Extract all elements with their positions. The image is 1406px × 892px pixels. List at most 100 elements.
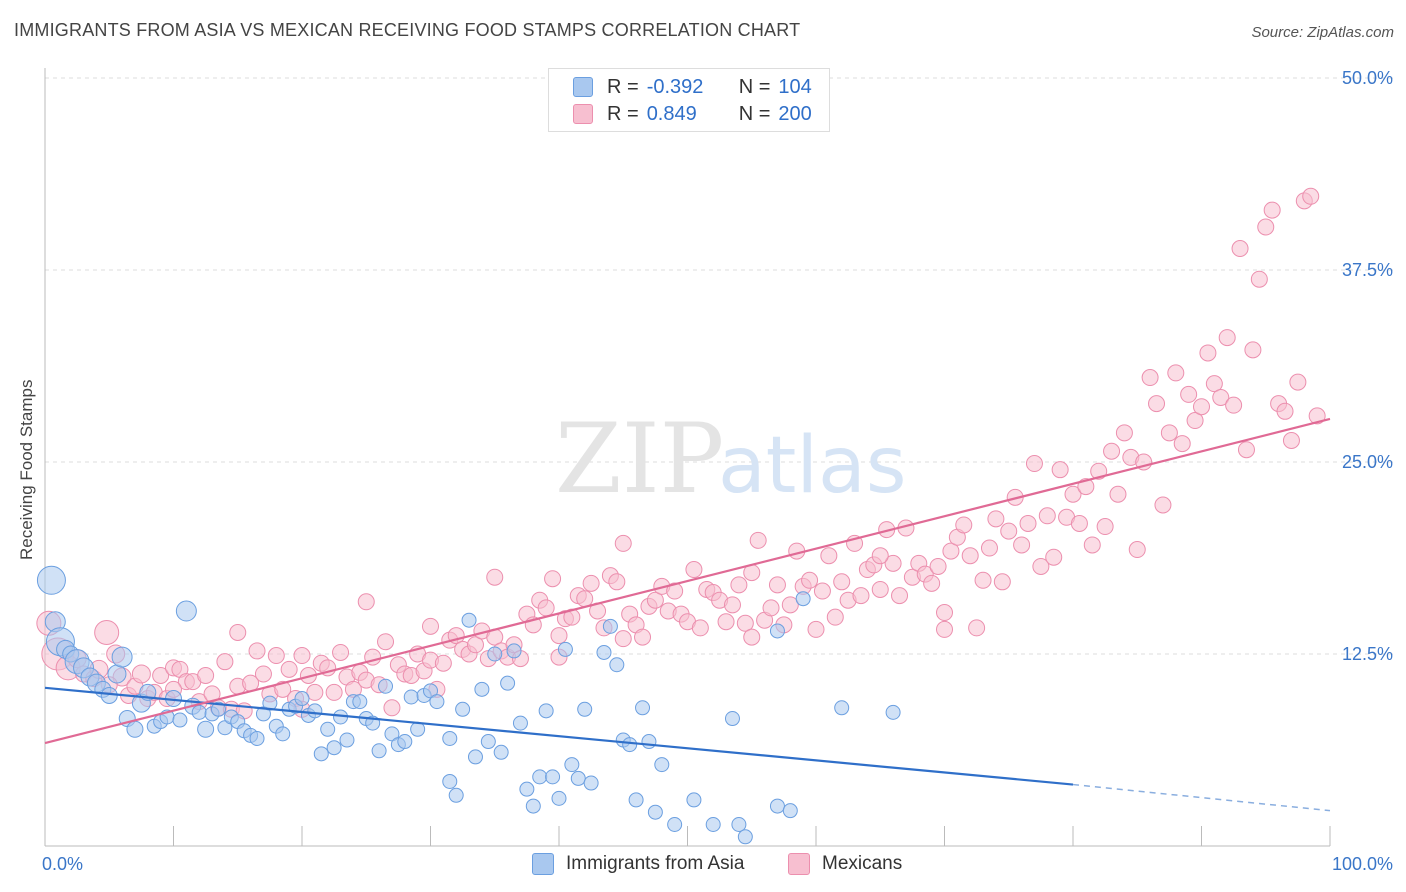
asia-point-76 <box>525 798 541 814</box>
bottom-legend-label-asia: Immigrants from Asia <box>566 853 745 874</box>
asia-point-47 <box>339 732 355 748</box>
asia-point-33 <box>249 730 265 746</box>
mexicans-point-113 <box>781 596 799 614</box>
mexicans-point-186 <box>1250 270 1268 288</box>
mexicans-point-163 <box>1103 442 1121 460</box>
mexicans-point-151 <box>1025 455 1043 473</box>
asia-point-24 <box>191 704 207 720</box>
asia-point-70 <box>487 646 503 662</box>
legend-r-value-mexicans: 0.849 <box>646 102 697 125</box>
asia-point-100 <box>731 816 747 832</box>
asia-point-52 <box>371 743 387 759</box>
mexicans-point-141 <box>961 547 979 565</box>
mexicans-point-118 <box>813 582 831 600</box>
y-tick-label-2: 37.5% <box>1342 260 1393 280</box>
asia-point-101 <box>737 829 753 845</box>
mexicans-point-203 <box>357 593 375 611</box>
asia-point-103 <box>769 798 785 814</box>
mexicans-point-64 <box>466 636 484 654</box>
mexicans-point-33 <box>267 647 285 665</box>
mexicans-point-105 <box>730 576 748 594</box>
asia-point-102 <box>769 623 785 639</box>
mexicans-point-15 <box>152 667 170 685</box>
mexicans-point-143 <box>974 571 992 589</box>
asia-point-94 <box>647 804 663 820</box>
asia-point-75 <box>519 781 535 797</box>
mexicans-point-34 <box>274 680 292 698</box>
asia-point-43 <box>313 746 329 762</box>
asia-points <box>36 565 901 845</box>
legend-r-label: R = <box>607 102 639 125</box>
mexicans-point-124 <box>852 587 870 605</box>
mexicans-point-116 <box>801 571 819 589</box>
legend-n-label: N = <box>738 75 771 98</box>
asia-point-72 <box>500 675 516 691</box>
mexicans-point-120 <box>826 608 844 626</box>
mexicans-point-158 <box>1070 514 1088 532</box>
trend-lines <box>44 417 1331 812</box>
asia-point-88 <box>609 657 625 673</box>
asia-point-27 <box>210 701 226 717</box>
asia-point-12 <box>111 646 133 668</box>
mexicans-point-76 <box>544 570 562 588</box>
mexicans-point-196 <box>936 620 953 638</box>
y-tick-label-3: 50.0% <box>1342 68 1393 88</box>
asia-point-85 <box>583 775 599 791</box>
asia-point-63 <box>442 773 458 789</box>
mexicans-point-180 <box>1212 388 1230 406</box>
asia-point-45 <box>326 740 342 756</box>
y-tick-label-0: 12.5% <box>1342 644 1393 664</box>
mexicans-point-197 <box>871 547 889 565</box>
asia-point-66 <box>461 612 477 628</box>
asia-point-93 <box>641 734 657 750</box>
mexicans-point-144 <box>980 539 998 557</box>
asia-point-56 <box>397 734 413 750</box>
asia-point-40 <box>294 691 310 707</box>
mexicans-point-155 <box>1051 461 1069 479</box>
asia-point-87 <box>602 618 618 634</box>
asia-point-25 <box>197 720 215 738</box>
asia-point-107 <box>782 803 798 819</box>
mexicans-point-42 <box>325 683 343 701</box>
asia-point-81 <box>557 641 573 657</box>
asia-point-21 <box>172 712 188 728</box>
mexicans-point-150 <box>1019 514 1037 532</box>
asia-point-79 <box>545 769 561 785</box>
mexicans-point-117 <box>807 620 825 638</box>
mexicans-point-172 <box>1160 424 1178 442</box>
mexicans-point-199 <box>614 534 632 552</box>
mexicans-point-160 <box>1083 536 1101 554</box>
mexicans-point-145 <box>987 510 1005 528</box>
mexicans-point-179 <box>1205 375 1223 393</box>
mexicans-point-164 <box>1109 485 1127 503</box>
mexicans-point-198 <box>743 628 761 646</box>
mexicans-point-22 <box>197 667 215 685</box>
mexicans-point-181 <box>1218 329 1236 347</box>
mexicans-point-175 <box>1180 385 1198 403</box>
mexicans-point-149 <box>1013 536 1031 554</box>
mexicans-point-146 <box>993 573 1011 591</box>
mexicans-point-142 <box>968 619 986 637</box>
mexicans-point-75 <box>537 599 555 617</box>
mexicans-trend-line <box>44 417 1331 745</box>
asia-point-99 <box>724 711 740 727</box>
mexicans-point-173 <box>1167 364 1185 382</box>
mexicans-point-169 <box>1141 369 1159 387</box>
mexicans-point-204 <box>293 647 311 665</box>
mexicans-point-92 <box>646 591 664 609</box>
mexicans-point-162 <box>1096 518 1114 536</box>
asia-point-11 <box>107 664 127 684</box>
watermark-zip: ZIP <box>555 403 724 515</box>
mexicans-point-185 <box>1244 341 1262 359</box>
mexicans-point-182 <box>1225 396 1243 414</box>
asia-point-35 <box>262 695 278 711</box>
asia-point-90 <box>622 737 638 753</box>
legend-swatch-mexicans <box>573 104 593 124</box>
legend-r-label: R = <box>607 75 639 98</box>
mexicans-point-81 <box>576 590 594 608</box>
asia-point-95 <box>654 757 670 773</box>
gridlines <box>45 77 1393 655</box>
mexicans-point-154 <box>1045 548 1063 566</box>
asia-point-37 <box>275 726 291 742</box>
mexicans-point-152 <box>1032 557 1050 575</box>
